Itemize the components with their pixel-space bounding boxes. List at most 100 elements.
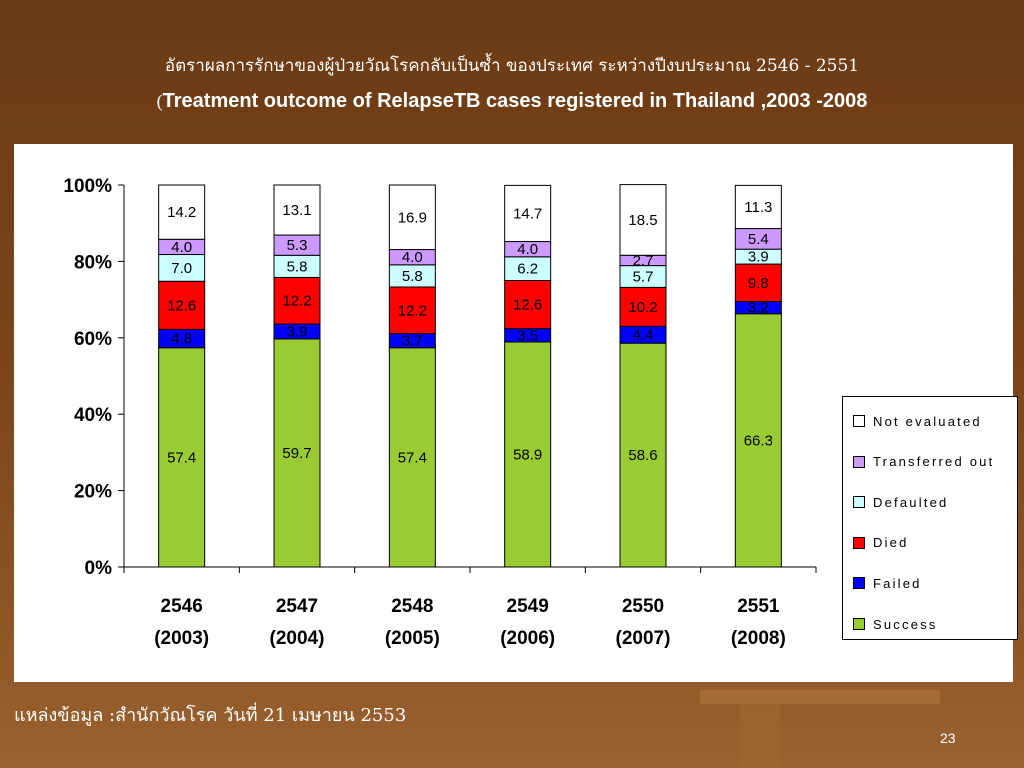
bar-segment-not-evaluated [388,184,436,251]
data-label: 12.6 [513,297,542,314]
decorative-post [740,704,780,768]
legend-label: Not evaluated [873,413,982,429]
chart-panel: 0% 20% 40% 60% 80% 100% 57.4 4.8 12.6 7.0 4.0 14.2 2… [14,144,1018,682]
data-label: 4.4 [633,327,654,344]
data-label: 57.4 [167,449,196,466]
bar-segment-not-evaluated [504,184,552,243]
legend-label: Failed [873,575,922,591]
data-label: 3.2 [748,300,769,317]
legend-swatch [853,496,865,509]
x-tick-label: (2008) [731,628,786,649]
legend-item-not-evaluated: Not evaluated [853,413,982,429]
data-label: 57.4 [398,449,427,466]
legend-label: Defaulted [873,494,949,510]
x-tick-label: (2003) [154,628,209,649]
bar-segment-died [273,276,321,325]
stacked-bar-chart: 0% 20% 40% 60% 80% 100% 57.4 4.8 12.6 7.0 4.0 14.2 2… [63,176,817,649]
slide-title-thai: อัตราผลการรักษาของผู้ป่วยวัณโรคกลับเป็นซ… [164,56,860,76]
legend-item-died: Died [853,535,909,551]
data-label: 5.7 [633,268,654,285]
y-tick-label: 0% [85,558,113,579]
data-label: 16.9 [398,209,427,226]
legend-item-defaulted: Defaulted [853,494,948,510]
bar-segment-success [504,341,552,568]
legend-label: Died [873,535,909,551]
legend-swatch [853,415,865,427]
data-label: 6.2 [517,261,538,278]
x-tick-label: (2007) [616,628,671,649]
x-tick-label: 2547 [276,596,318,617]
bar-segment-not-evaluated [273,184,321,236]
data-label: 5.4 [748,231,769,248]
data-label: 4.8 [171,331,192,348]
legend-swatch [853,536,865,549]
bar-segment-success [273,338,321,568]
data-label: 14.2 [167,204,196,221]
x-tick-label: 2546 [161,596,203,617]
legend-item-transferred-out: Transferred out [853,454,994,470]
data-label: 14.7 [513,205,542,222]
x-tick-label: 2548 [391,596,433,617]
data-label: 12.2 [398,302,427,319]
bar-segment-not-evaluated [734,184,782,230]
data-label: 4.0 [517,241,538,258]
data-label: 11.3 [744,199,772,216]
data-label: 4.0 [402,249,423,266]
x-tick-label: (2004) [270,628,325,649]
bar-segment-success [619,342,667,568]
legend-item-success: Success [853,616,938,632]
data-label: 3.5 [517,327,538,344]
legend-label: Success [873,616,938,632]
title-english-text: Treatment outcome of RelapseTB cases reg… [162,90,868,112]
data-label: 12.2 [282,293,311,310]
legend-swatch [853,577,865,590]
bar-segment-died [158,280,206,330]
data-label: 3.9 [748,249,769,266]
x-tick-label: 2549 [507,596,549,617]
x-tick-label: 2551 [737,596,780,617]
decorative-bar [700,690,940,704]
legend-label: Transferred out [873,454,995,470]
data-label: 12.6 [167,297,196,314]
legend-swatch [853,618,865,630]
data-label: 2.7 [633,252,654,269]
y-tick-label: 60% [74,329,112,350]
y-tick-label: 80% [74,252,112,273]
data-label: 3.7 [402,333,423,350]
data-label: 9.8 [748,275,769,292]
page-number: 23 [940,730,956,746]
x-tick-label: (2006) [500,628,555,649]
slide-title-english: (Treatment outcome of RelapseTB cases re… [0,90,1024,113]
x-tick-label: (2005) [385,628,440,649]
y-tick-label: 100% [63,176,112,197]
y-tick-label: 40% [74,405,112,426]
data-source: แหล่งข้อมูล :สำนักวัณโรค วันที่ 21 เมษาย… [14,705,407,726]
data-label: 66.3 [744,432,773,449]
data-label: 58.9 [513,447,542,464]
bar-segment-not-evaluated [619,184,667,256]
bar-segment-died [734,263,782,303]
data-label: 59.7 [282,445,311,462]
title-paren: ( [156,91,163,111]
bar-segment-not-evaluated [158,184,206,240]
data-label: 5.8 [402,268,423,285]
data-label: 4.0 [171,239,192,256]
y-tick-label: 20% [74,482,112,503]
legend-item-failed: Failed [853,575,922,591]
data-label: 3.9 [287,323,308,340]
data-label: 5.8 [287,258,308,275]
data-label: 5.3 [287,237,308,254]
data-label: 13.1 [282,202,311,219]
chart-legend: Not evaluated Transferred out Defaulted Die… [842,396,1018,640]
data-label: 7.0 [171,260,192,277]
bar-segment-success [734,313,782,568]
data-label: 58.6 [628,447,657,464]
bar-segment-success [158,347,206,568]
x-tick-label: 2550 [622,596,664,617]
legend-swatch [853,455,865,468]
bar-segment-died [619,286,667,327]
bar-segment-died [388,286,436,335]
data-label: 18.5 [628,212,657,229]
bar-segment-success [388,347,436,568]
data-label: 10.2 [628,299,657,316]
